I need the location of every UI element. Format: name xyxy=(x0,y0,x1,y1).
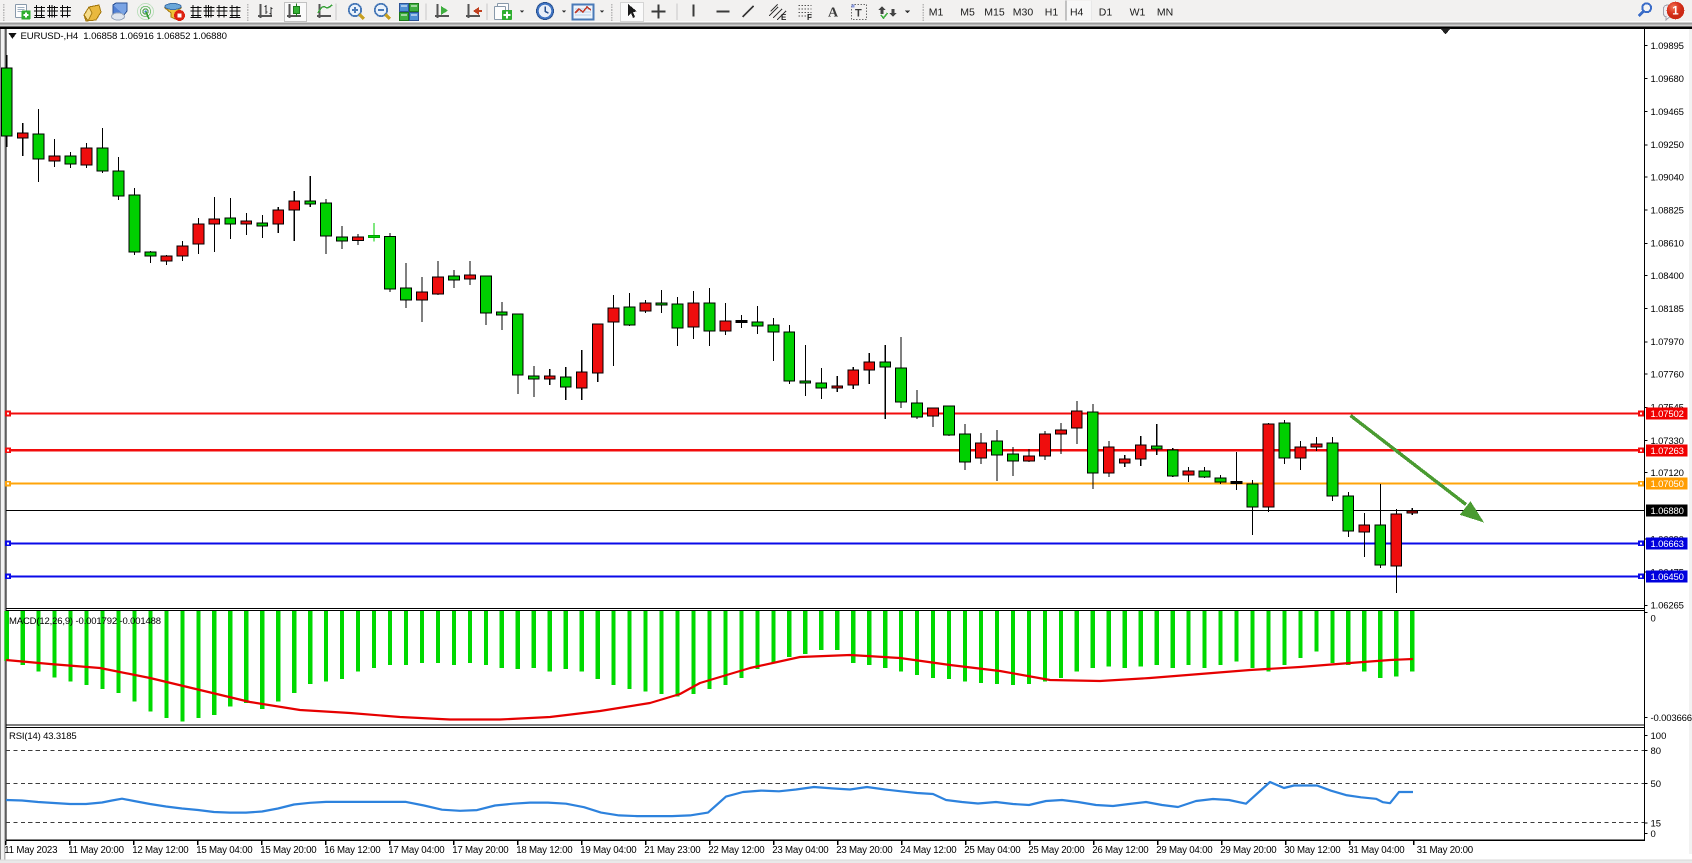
svg-text:23 May 20:00: 23 May 20:00 xyxy=(836,845,893,856)
svg-text:24 May 12:00: 24 May 12:00 xyxy=(900,845,957,856)
svg-text:1.06450: 1.06450 xyxy=(1651,572,1684,583)
svg-text:0: 0 xyxy=(1651,614,1656,625)
svg-text:A: A xyxy=(828,6,839,21)
svg-text:15 May 04:00: 15 May 04:00 xyxy=(196,845,253,856)
svg-text:31 May 04:00: 31 May 04:00 xyxy=(1348,845,1405,856)
svg-text:M15: M15 xyxy=(984,7,1005,19)
svg-text:16 May 12:00: 16 May 12:00 xyxy=(324,845,381,856)
svg-text:1.07760: 1.07760 xyxy=(1651,370,1684,381)
svg-text:11 May 20:00: 11 May 20:00 xyxy=(68,845,124,856)
svg-text:1.07330: 1.07330 xyxy=(1651,436,1684,447)
svg-text:1.09250: 1.09250 xyxy=(1651,140,1684,151)
svg-text:1.06880: 1.06880 xyxy=(1651,506,1684,517)
svg-text:1.07502: 1.07502 xyxy=(1651,409,1684,420)
svg-text:25 May 20:00: 25 May 20:00 xyxy=(1028,845,1085,856)
svg-text:29 May 20:00: 29 May 20:00 xyxy=(1220,845,1277,856)
svg-text:1: 1 xyxy=(1672,6,1679,18)
svg-text:17 May 20:00: 17 May 20:00 xyxy=(452,845,509,856)
svg-text:1.06663: 1.06663 xyxy=(1651,539,1684,550)
svg-text:M30: M30 xyxy=(1013,7,1034,19)
svg-text:1.07050: 1.07050 xyxy=(1651,479,1684,490)
svg-text:D1: D1 xyxy=(1099,7,1113,19)
svg-text:23 May 04:00: 23 May 04:00 xyxy=(772,845,829,856)
svg-text:RSI(14) 43.3185: RSI(14) 43.3185 xyxy=(9,731,76,742)
svg-text:26 May 12:00: 26 May 12:00 xyxy=(1092,845,1149,856)
svg-text:25 May 04:00: 25 May 04:00 xyxy=(964,845,1021,856)
svg-text:19 May 04:00: 19 May 04:00 xyxy=(580,845,637,856)
svg-text:1.09895: 1.09895 xyxy=(1651,41,1684,52)
svg-text:1.07120: 1.07120 xyxy=(1651,468,1684,479)
svg-text:50: 50 xyxy=(1651,779,1662,790)
svg-text:W1: W1 xyxy=(1130,7,1146,19)
svg-text:M5: M5 xyxy=(960,7,975,19)
svg-text:M1: M1 xyxy=(929,7,944,19)
svg-text:MN: MN xyxy=(1157,7,1173,19)
svg-text:22 May 12:00: 22 May 12:00 xyxy=(708,845,765,856)
svg-text:1.07263: 1.07263 xyxy=(1651,446,1684,457)
svg-text:12 May 12:00: 12 May 12:00 xyxy=(132,845,189,856)
svg-text:E: E xyxy=(781,13,787,22)
svg-text:EURUSD-,H4 1.06858 1.06916 1.: EURUSD-,H4 1.06858 1.06916 1.06852 1.068… xyxy=(21,31,227,42)
svg-text:0: 0 xyxy=(1651,829,1656,840)
svg-text:H4: H4 xyxy=(1070,7,1084,19)
svg-text:21 May 23:00: 21 May 23:00 xyxy=(644,845,701,856)
svg-text:1.09465: 1.09465 xyxy=(1651,107,1684,118)
svg-text:F: F xyxy=(807,13,812,22)
svg-text:T: T xyxy=(855,8,862,20)
svg-text:1.09040: 1.09040 xyxy=(1651,173,1684,184)
svg-text:H1: H1 xyxy=(1045,7,1059,19)
svg-text:29 May 04:00: 29 May 04:00 xyxy=(1156,845,1213,856)
svg-text:1.09680: 1.09680 xyxy=(1651,74,1684,85)
svg-text:1.08610: 1.08610 xyxy=(1651,239,1684,250)
svg-text:80: 80 xyxy=(1651,746,1662,757)
svg-text:1.07970: 1.07970 xyxy=(1651,337,1684,348)
svg-text:15 May 20:00: 15 May 20:00 xyxy=(260,845,317,856)
svg-text:1.08825: 1.08825 xyxy=(1651,206,1684,217)
svg-text:100: 100 xyxy=(1651,731,1667,742)
svg-text:1.08185: 1.08185 xyxy=(1651,304,1684,315)
svg-text:15: 15 xyxy=(1651,818,1662,829)
svg-text:11 May 2023: 11 May 2023 xyxy=(4,845,57,856)
svg-text:30 May 12:00: 30 May 12:00 xyxy=(1284,845,1341,856)
svg-text:17 May 04:00: 17 May 04:00 xyxy=(388,845,445,856)
svg-text:18 May 12:00: 18 May 12:00 xyxy=(516,845,573,856)
svg-text:1.06265: 1.06265 xyxy=(1651,601,1684,612)
svg-text:1.08400: 1.08400 xyxy=(1651,271,1684,282)
svg-text:MACD(12,26,9) -0.001792 -0.001: MACD(12,26,9) -0.001792 -0.001488 xyxy=(9,616,161,627)
svg-text:31 May 20:00: 31 May 20:00 xyxy=(1417,845,1474,856)
svg-text:-0.003666: -0.003666 xyxy=(1651,713,1692,724)
